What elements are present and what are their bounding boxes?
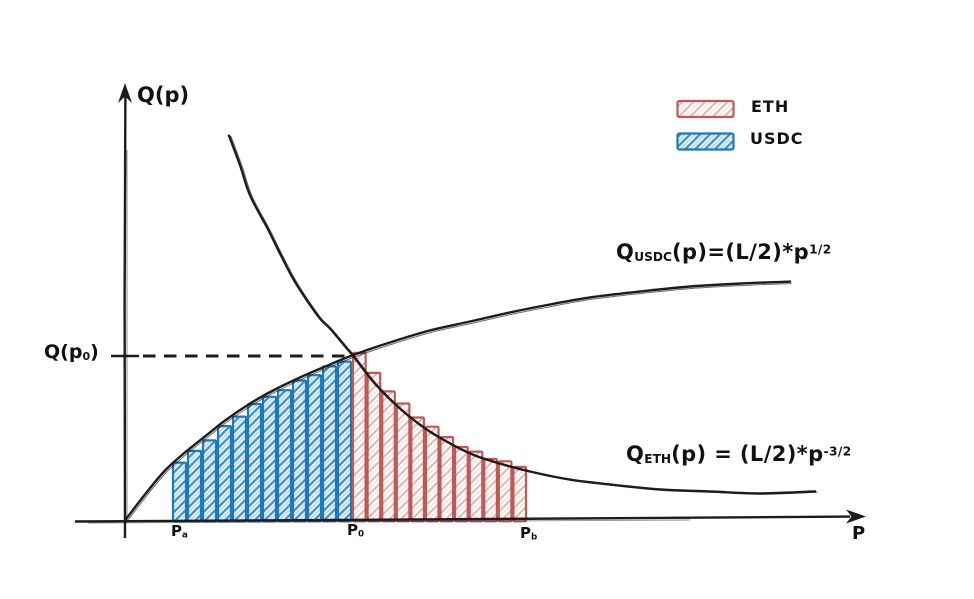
legend-label-usdc: USDC [750, 129, 804, 148]
x-axis-arrowhead-icon [846, 509, 866, 524]
usdc-bar [246, 402, 263, 523]
eth-bar [381, 390, 396, 523]
usdc-bar [201, 439, 218, 523]
legend-swatch-usdc-icon [676, 132, 735, 151]
usdc-bar [276, 389, 293, 523]
usdc-curve-formula: QUSDC(p)=(L/2)*p1/2 [616, 240, 832, 265]
legend-swatch-eth-icon [676, 99, 735, 119]
eth-curve [227, 134, 817, 495]
usdc-bar [291, 379, 308, 523]
y-axis [123, 91, 127, 539]
y-ref-sub: 0 [82, 349, 91, 363]
eth-bar [512, 465, 528, 523]
usdc-bar [216, 425, 233, 523]
function-curves [123, 134, 818, 523]
x-tick-p0: P0 [347, 521, 365, 540]
y-axis-arrowhead-icon [118, 83, 132, 103]
usdc-bar [336, 360, 353, 523]
eth-bar [410, 416, 425, 523]
usdc-bar [171, 461, 188, 523]
usdc-bar [261, 395, 278, 523]
y-reference-label: Q(p0) [44, 341, 99, 363]
usdc-riemann-bars [171, 360, 353, 523]
x-axis-echo [87, 519, 691, 524]
usdc-bar [186, 449, 203, 523]
eth-bar [468, 450, 484, 523]
usdc-bar [306, 374, 323, 523]
legend-swatches [676, 99, 735, 151]
usdc-bar [231, 415, 248, 523]
eth-bar [454, 445, 469, 523]
y-axis-label: Q(p) [137, 83, 190, 107]
x-tick-pb: Pb [520, 524, 538, 543]
legend-label-eth: ETH [751, 97, 790, 116]
eth-bar [439, 436, 455, 523]
eth-bar [424, 425, 440, 523]
axes [74, 83, 866, 539]
eth-bar [351, 351, 367, 523]
eth-bar [483, 457, 498, 523]
y-ref-post: ) [90, 341, 99, 363]
x-tick-pa: Pa [171, 522, 188, 541]
eth-bar [366, 371, 382, 523]
eth-curve-formula: QETH(p) = (L/2)*p-3/2 [626, 442, 852, 467]
x-axis-label: P [852, 523, 866, 544]
y-ref-pre: Q(p [44, 341, 83, 363]
eth-bar [497, 460, 513, 523]
usdc-bar [321, 365, 338, 523]
eth-bar [395, 402, 411, 523]
x-axis [74, 515, 851, 523]
